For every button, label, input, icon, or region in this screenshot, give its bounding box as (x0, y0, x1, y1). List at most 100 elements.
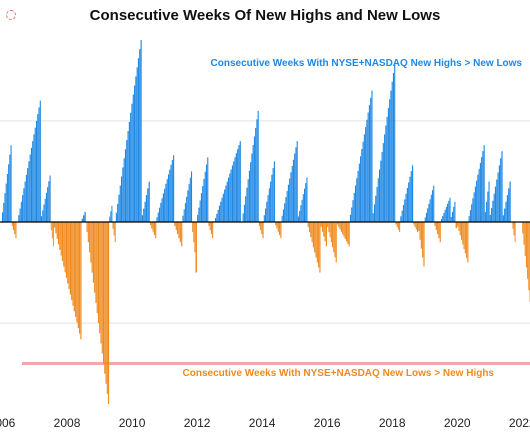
bar-episode-31-week-12 (365, 127, 367, 222)
bar-episode-44-week-0 (484, 211, 486, 222)
bar-episode-2-week-4 (23, 188, 25, 222)
bar-episode-23-week-0 (263, 215, 265, 222)
bar-episode-29-week-4 (332, 222, 334, 248)
bar-episode-12-week-3 (153, 222, 155, 235)
bar-episode-9-week-0 (112, 222, 114, 229)
bar-episode-20-week-7 (224, 189, 226, 222)
bar-episode-11-week-1 (143, 208, 145, 222)
bar-episode-22-week-3 (262, 222, 264, 239)
x-tick-label-2010: 2010 (119, 416, 146, 430)
bar-episode-2-week-5 (24, 181, 26, 222)
bar-episode-10-week-11 (130, 112, 132, 222)
bar-episode-19-week-2 (210, 222, 212, 235)
bar-episode-21-week-8 (252, 145, 254, 222)
bar-episode-23-week-1 (265, 208, 267, 222)
bar-episode-40-week-2 (453, 206, 455, 222)
bar-episode-23-week-5 (270, 181, 272, 222)
bar-episode-23-week-3 (267, 195, 269, 222)
x-tick-label-2008: 2008 (54, 416, 81, 430)
bar-episode-27-week-1 (308, 222, 311, 233)
bar-episode-20-week-6 (222, 193, 224, 222)
bar-episode-45-week-9 (501, 151, 503, 222)
bar-episode-24-week-4 (280, 222, 282, 239)
bar-episode-1-week-2 (14, 222, 16, 235)
bar-episode-14-week-4 (179, 222, 181, 243)
bar-episode-13-week-11 (170, 164, 172, 222)
bar-episode-16-week-0 (192, 222, 194, 233)
bar-episode-45-week-7 (498, 165, 500, 222)
bar-episode-17-week-0 (195, 222, 197, 273)
bar-episode-34-week-1 (401, 210, 403, 222)
bar-episode-21-week-9 (253, 136, 255, 222)
bar-episode-23-week-4 (268, 188, 270, 222)
bar-episode-46-week-4 (508, 188, 510, 222)
bar-episode-5-week-19 (79, 222, 81, 334)
bar-episode-45-week-8 (500, 158, 502, 222)
bar-episode-9-week-2 (114, 222, 116, 243)
bar-episode-13-week-6 (164, 188, 166, 222)
bar-episode-11-week-0 (141, 215, 144, 222)
bar-episode-0-week-6 (9, 154, 11, 222)
bar-episode-37-week-4 (429, 199, 431, 222)
bar-episode-45-week-3 (493, 193, 495, 222)
bar-episode-25-week-1 (282, 209, 284, 222)
x-tick-label-2018: 2018 (379, 416, 406, 430)
bar-episode-7-week-9 (97, 222, 100, 324)
bar-episode-23-week-6 (271, 174, 273, 222)
bar-episode-21-week-12 (257, 110, 259, 222)
bar-episode-45-week-4 (494, 186, 497, 222)
bar-episode-13-week-4 (161, 198, 163, 222)
bar-episode-0-week-5 (8, 164, 10, 222)
bar-episode-43-week-6 (476, 180, 478, 222)
bar-episode-18-week-3 (200, 193, 202, 222)
bar-episode-7-week-2 (89, 222, 91, 253)
bar-episode-43-week-8 (478, 168, 480, 222)
bar-episode-12-week-4 (155, 222, 157, 239)
bar-episode-5-week-7 (63, 222, 65, 267)
bar-episode-48-week-4 (527, 222, 529, 279)
bar-episode-43-week-12 (483, 145, 485, 222)
bar-episode-29-week-6 (334, 222, 336, 258)
bar-episode-34-week-7 (409, 176, 411, 222)
bar-episode-26-week-7 (306, 177, 308, 222)
bar-episode-5-week-10 (67, 222, 69, 284)
bar-episode-5-week-20 (80, 222, 82, 340)
bar-episode-36-week-0 (418, 222, 420, 231)
bar-episode-25-week-6 (289, 178, 291, 222)
bar-episode-5-week-11 (68, 222, 70, 290)
bar-episode-27-week-5 (314, 222, 316, 253)
bar-episode-30-week-3 (340, 222, 342, 232)
bar-episode-2-week-2 (20, 201, 22, 222)
bar-episode-21-week-2 (245, 196, 247, 222)
bar-episode-43-week-10 (481, 156, 483, 222)
bar-episode-41-week-0 (455, 222, 458, 229)
bar-episode-3-week-4 (45, 192, 47, 222)
bar-episode-21-week-1 (243, 204, 245, 222)
bar-episode-34-week-0 (400, 216, 402, 222)
bar-episode-31-week-13 (366, 119, 368, 222)
bar-episode-25-week-3 (285, 197, 287, 222)
bar-episode-48-week-5 (528, 222, 530, 291)
bar-episode-10-week-5 (122, 167, 124, 222)
x-tick-label-2022: 2022 (509, 416, 530, 430)
bar-episode-38-week-0 (434, 222, 436, 227)
bar-episode-3-week-3 (44, 198, 46, 222)
bar-episode-32-week-15 (391, 81, 393, 222)
bar-episode-30-week-7 (346, 222, 348, 242)
bar-episode-6-week-0 (81, 218, 83, 222)
bar-episode-27-week-7 (316, 222, 318, 263)
bar-episode-35-week-3 (416, 222, 419, 233)
bar-episode-45-week-0 (489, 214, 491, 222)
bar-episode-13-week-7 (165, 183, 167, 222)
bar-episode-20-week-1 (216, 213, 218, 222)
bar-episode-26-week-3 (301, 199, 303, 222)
bar-episode-48-week-0 (522, 222, 524, 234)
bar-episode-30-week-6 (344, 222, 346, 239)
bar-episode-20-week-5 (221, 197, 223, 222)
bar-episode-19-week-0 (208, 222, 210, 227)
bar-episode-45-week-6 (497, 172, 499, 222)
bar-episode-5-week-8 (64, 222, 66, 273)
bar-episode-10-week-1 (117, 203, 119, 222)
bar-episode-42-week-5 (463, 222, 465, 249)
bar-episode-10-week-19 (140, 40, 142, 222)
